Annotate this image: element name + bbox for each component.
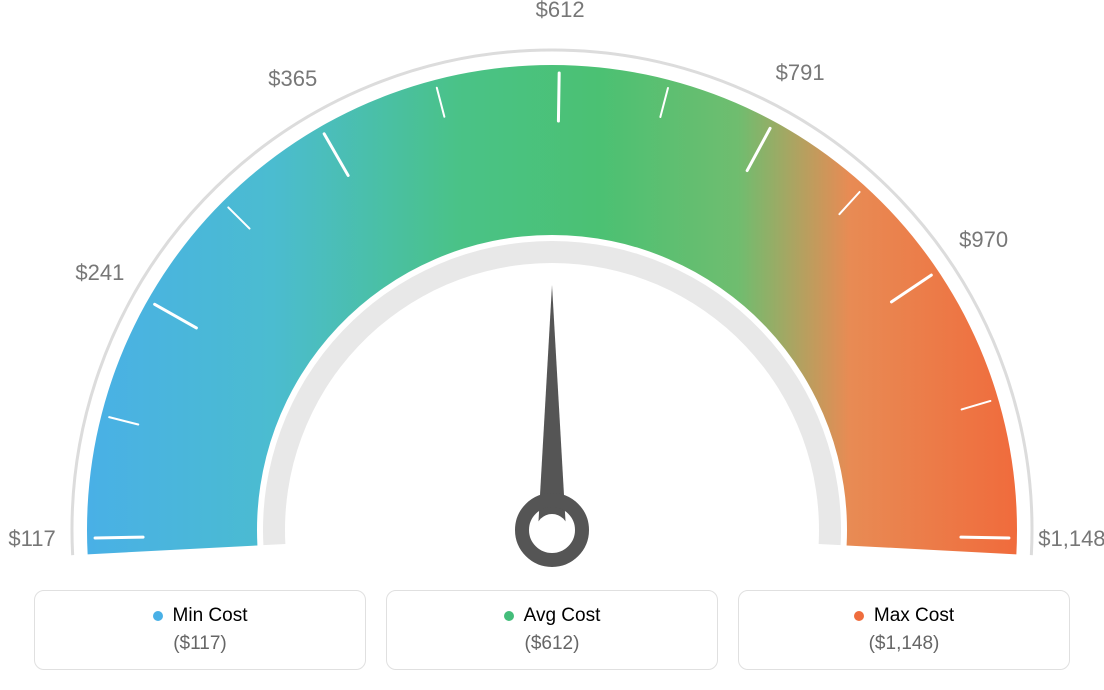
tick-label: $1,148 [1038,526,1104,552]
tick-label: $970 [959,227,1008,253]
legend-row: Min Cost ($117) Avg Cost ($612) Max Cost… [0,590,1104,670]
legend-title-max: Max Cost [854,605,954,627]
tick-label: $365 [268,66,317,92]
gauge-area: $117 $241 $365 $612 $791 $970 $1,148 [0,0,1104,570]
legend-value-max: ($1,148) [869,633,940,655]
tick-label: $791 [776,60,825,86]
legend-card-max: Max Cost ($1,148) [738,590,1070,670]
legend-title-min: Min Cost [153,605,248,627]
gauge-svg [0,0,1104,570]
tick-label: $241 [75,260,124,286]
legend-value-min: ($117) [173,633,227,655]
gauge-chart-container: $117 $241 $365 $612 $791 $970 $1,148 Min Cost … [0,0,1104,690]
dot-icon-max [854,611,864,621]
legend-title-text-min: Min Cost [173,605,248,627]
legend-card-avg: Avg Cost ($612) [386,590,718,670]
legend-title-avg: Avg Cost [504,605,601,627]
tick-label: $612 [536,0,585,23]
legend-value-avg: ($612) [525,633,580,655]
dot-icon-avg [504,611,514,621]
legend-card-min: Min Cost ($117) [34,590,366,670]
legend-title-text-avg: Avg Cost [524,605,601,627]
dot-icon-min [153,611,163,621]
legend-title-text-max: Max Cost [874,605,954,627]
tick-label: $117 [8,526,55,552]
